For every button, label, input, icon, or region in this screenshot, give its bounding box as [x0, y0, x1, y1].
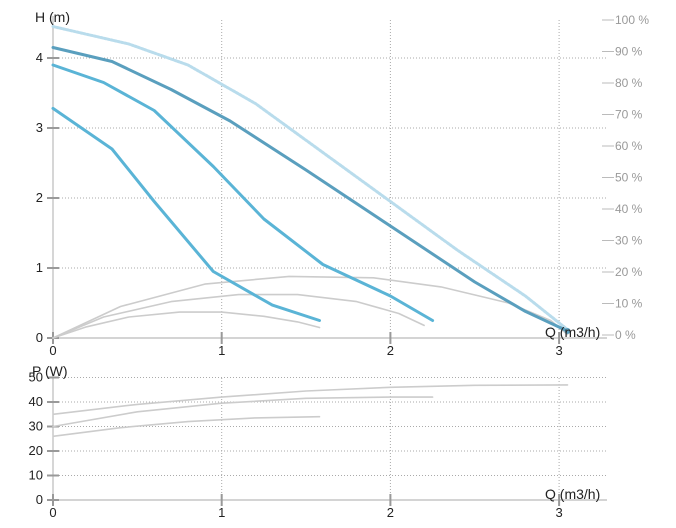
y-tick-label: 4 [36, 50, 43, 65]
efficiency-tick-label: 80 % [615, 76, 643, 90]
y-tick-label: 40 [29, 394, 43, 409]
y-tick-label: 50 [29, 370, 43, 385]
y-tick-label: 30 [29, 419, 43, 434]
head-chart-flow-axis-title: Q (m3/h) [545, 324, 600, 340]
efficiency-tick-label: 70 % [615, 108, 643, 122]
efficiency-tick-label: 90 % [615, 45, 643, 59]
power-line [52, 384, 569, 416]
efficiency-tick-label: 60 % [615, 139, 643, 153]
head-chart-series [51, 25, 571, 339]
head-axis-title: H (m) [35, 9, 70, 25]
power-line [52, 415, 321, 438]
efficiency-tick-label: 0 % [615, 328, 636, 342]
y-tick-label: 3 [36, 120, 43, 135]
power-chart-grid [52, 374, 607, 501]
x-tick-label: 2 [387, 505, 394, 520]
max-curve-line [51, 25, 569, 332]
x-tick-label: 1 [218, 343, 225, 358]
efficiency-line [52, 293, 425, 339]
x-tick-label: 3 [555, 343, 562, 358]
efficiency-tick-label: 20 % [615, 265, 643, 279]
head-chart-ticks: 0 1 2 3 4 0 1 2 3 [36, 50, 563, 358]
y-tick-label: 10 [29, 468, 43, 483]
pump-curve-line [51, 46, 569, 333]
efficiency-tick-label: 100 % [615, 13, 649, 27]
power-line [52, 396, 434, 428]
efficiency-tick-label: 50 % [615, 171, 643, 185]
x-tick-label: 2 [387, 343, 394, 358]
x-tick-label: 0 [49, 343, 56, 358]
efficiency-tick-label: 40 % [615, 202, 643, 216]
x-tick-label: 0 [49, 505, 56, 520]
pump-curve-line [51, 106, 321, 322]
power-chart-series [52, 384, 569, 438]
x-tick-label: 3 [555, 505, 562, 520]
curve-end-point [564, 328, 571, 334]
y-tick-label: 0 [36, 330, 43, 345]
efficiency-line [52, 275, 569, 339]
power-chart-flow-axis-title: Q (m3/h) [545, 486, 600, 502]
efficiency-tick-label: 30 % [615, 234, 643, 248]
pump-curve-line [51, 63, 435, 322]
efficiency-axis-ticks: 0 % 10 % 20 % 30 % 40 % 50 % 60 % 70 % 80 % 90 % 1… [602, 13, 649, 342]
y-tick-label: 20 [29, 443, 43, 458]
y-tick-label: 2 [36, 190, 43, 205]
efficiency-line [52, 311, 321, 339]
x-tick-label: 1 [218, 505, 225, 520]
efficiency-tick-label: 10 % [615, 297, 643, 311]
power-axis-title: P (W) [32, 363, 68, 379]
y-tick-label: 0 [36, 492, 43, 507]
y-tick-label: 1 [36, 260, 43, 275]
